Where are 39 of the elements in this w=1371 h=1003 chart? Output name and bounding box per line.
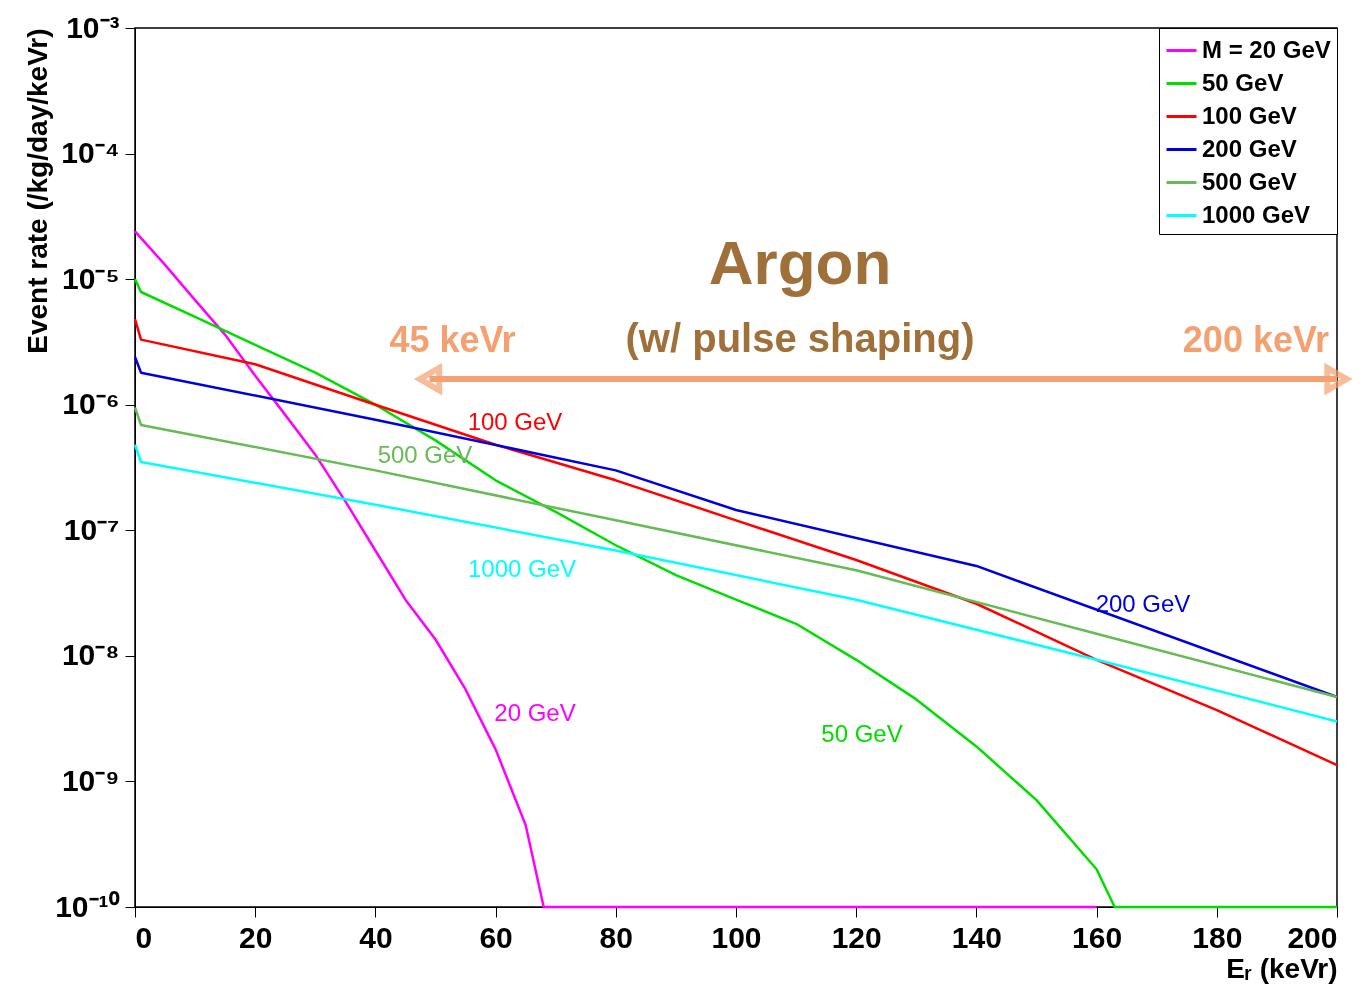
legend-label: M = 20 GeV	[1202, 35, 1331, 63]
x-tick-label: 140	[951, 920, 1002, 954]
annotation: (w/ pulse shaping)	[625, 316, 975, 360]
legend-label: 500 GeV	[1202, 167, 1297, 195]
y-tick-label: 10⁻⁶	[62, 387, 120, 421]
x-tick-label: 160	[1072, 920, 1123, 954]
annotation: 20 GeV	[494, 699, 576, 726]
x-tick-label: 100	[711, 920, 762, 954]
y-tick-label: 10⁻¹⁰	[55, 889, 120, 923]
x-tick-label: 60	[479, 920, 513, 954]
y-tick-label: 10⁻⁴	[61, 136, 120, 170]
annotation: 100 GeV	[467, 408, 563, 435]
x-tick-label: 180	[1192, 920, 1243, 954]
x-tick-label: 20	[239, 920, 273, 954]
legend-label: 1000 GeV	[1202, 200, 1311, 228]
x-tick-label: 0	[135, 920, 153, 954]
x-tick-label: 200	[1287, 920, 1338, 954]
x-tick-label: 80	[599, 920, 633, 954]
x-tick-label: 40	[359, 920, 393, 954]
y-axis-title: Event rate (/kg/day/keVr)	[22, 28, 54, 354]
y-tick-label: 10⁻⁸	[61, 638, 120, 672]
y-tick-label: 10⁻⁹	[61, 763, 120, 797]
legend-label: 200 GeV	[1202, 134, 1297, 162]
annotation: 50 GeV	[821, 720, 903, 747]
legend-label: 100 GeV	[1202, 101, 1297, 129]
legend-label: 50 GeV	[1202, 68, 1284, 96]
annotation: 200 GeV	[1095, 590, 1191, 617]
y-tick-label: 10⁻³	[66, 10, 120, 44]
line-series	[133, 230, 1098, 909]
annotation: Argon	[708, 228, 892, 297]
annotation: 200 keVr	[1182, 319, 1329, 361]
annotation: 1000 GeV	[467, 555, 577, 582]
line-series	[133, 317, 1339, 767]
y-tick-label: 10⁻⁷	[63, 512, 120, 546]
y-tick-label: 10⁻⁵	[62, 261, 120, 295]
annotation: 45 keVr	[389, 319, 516, 361]
line-series	[133, 443, 1339, 723]
x-tick-label: 120	[831, 920, 882, 954]
x-axis-title: Eᵣ (keVr)	[1226, 952, 1338, 984]
